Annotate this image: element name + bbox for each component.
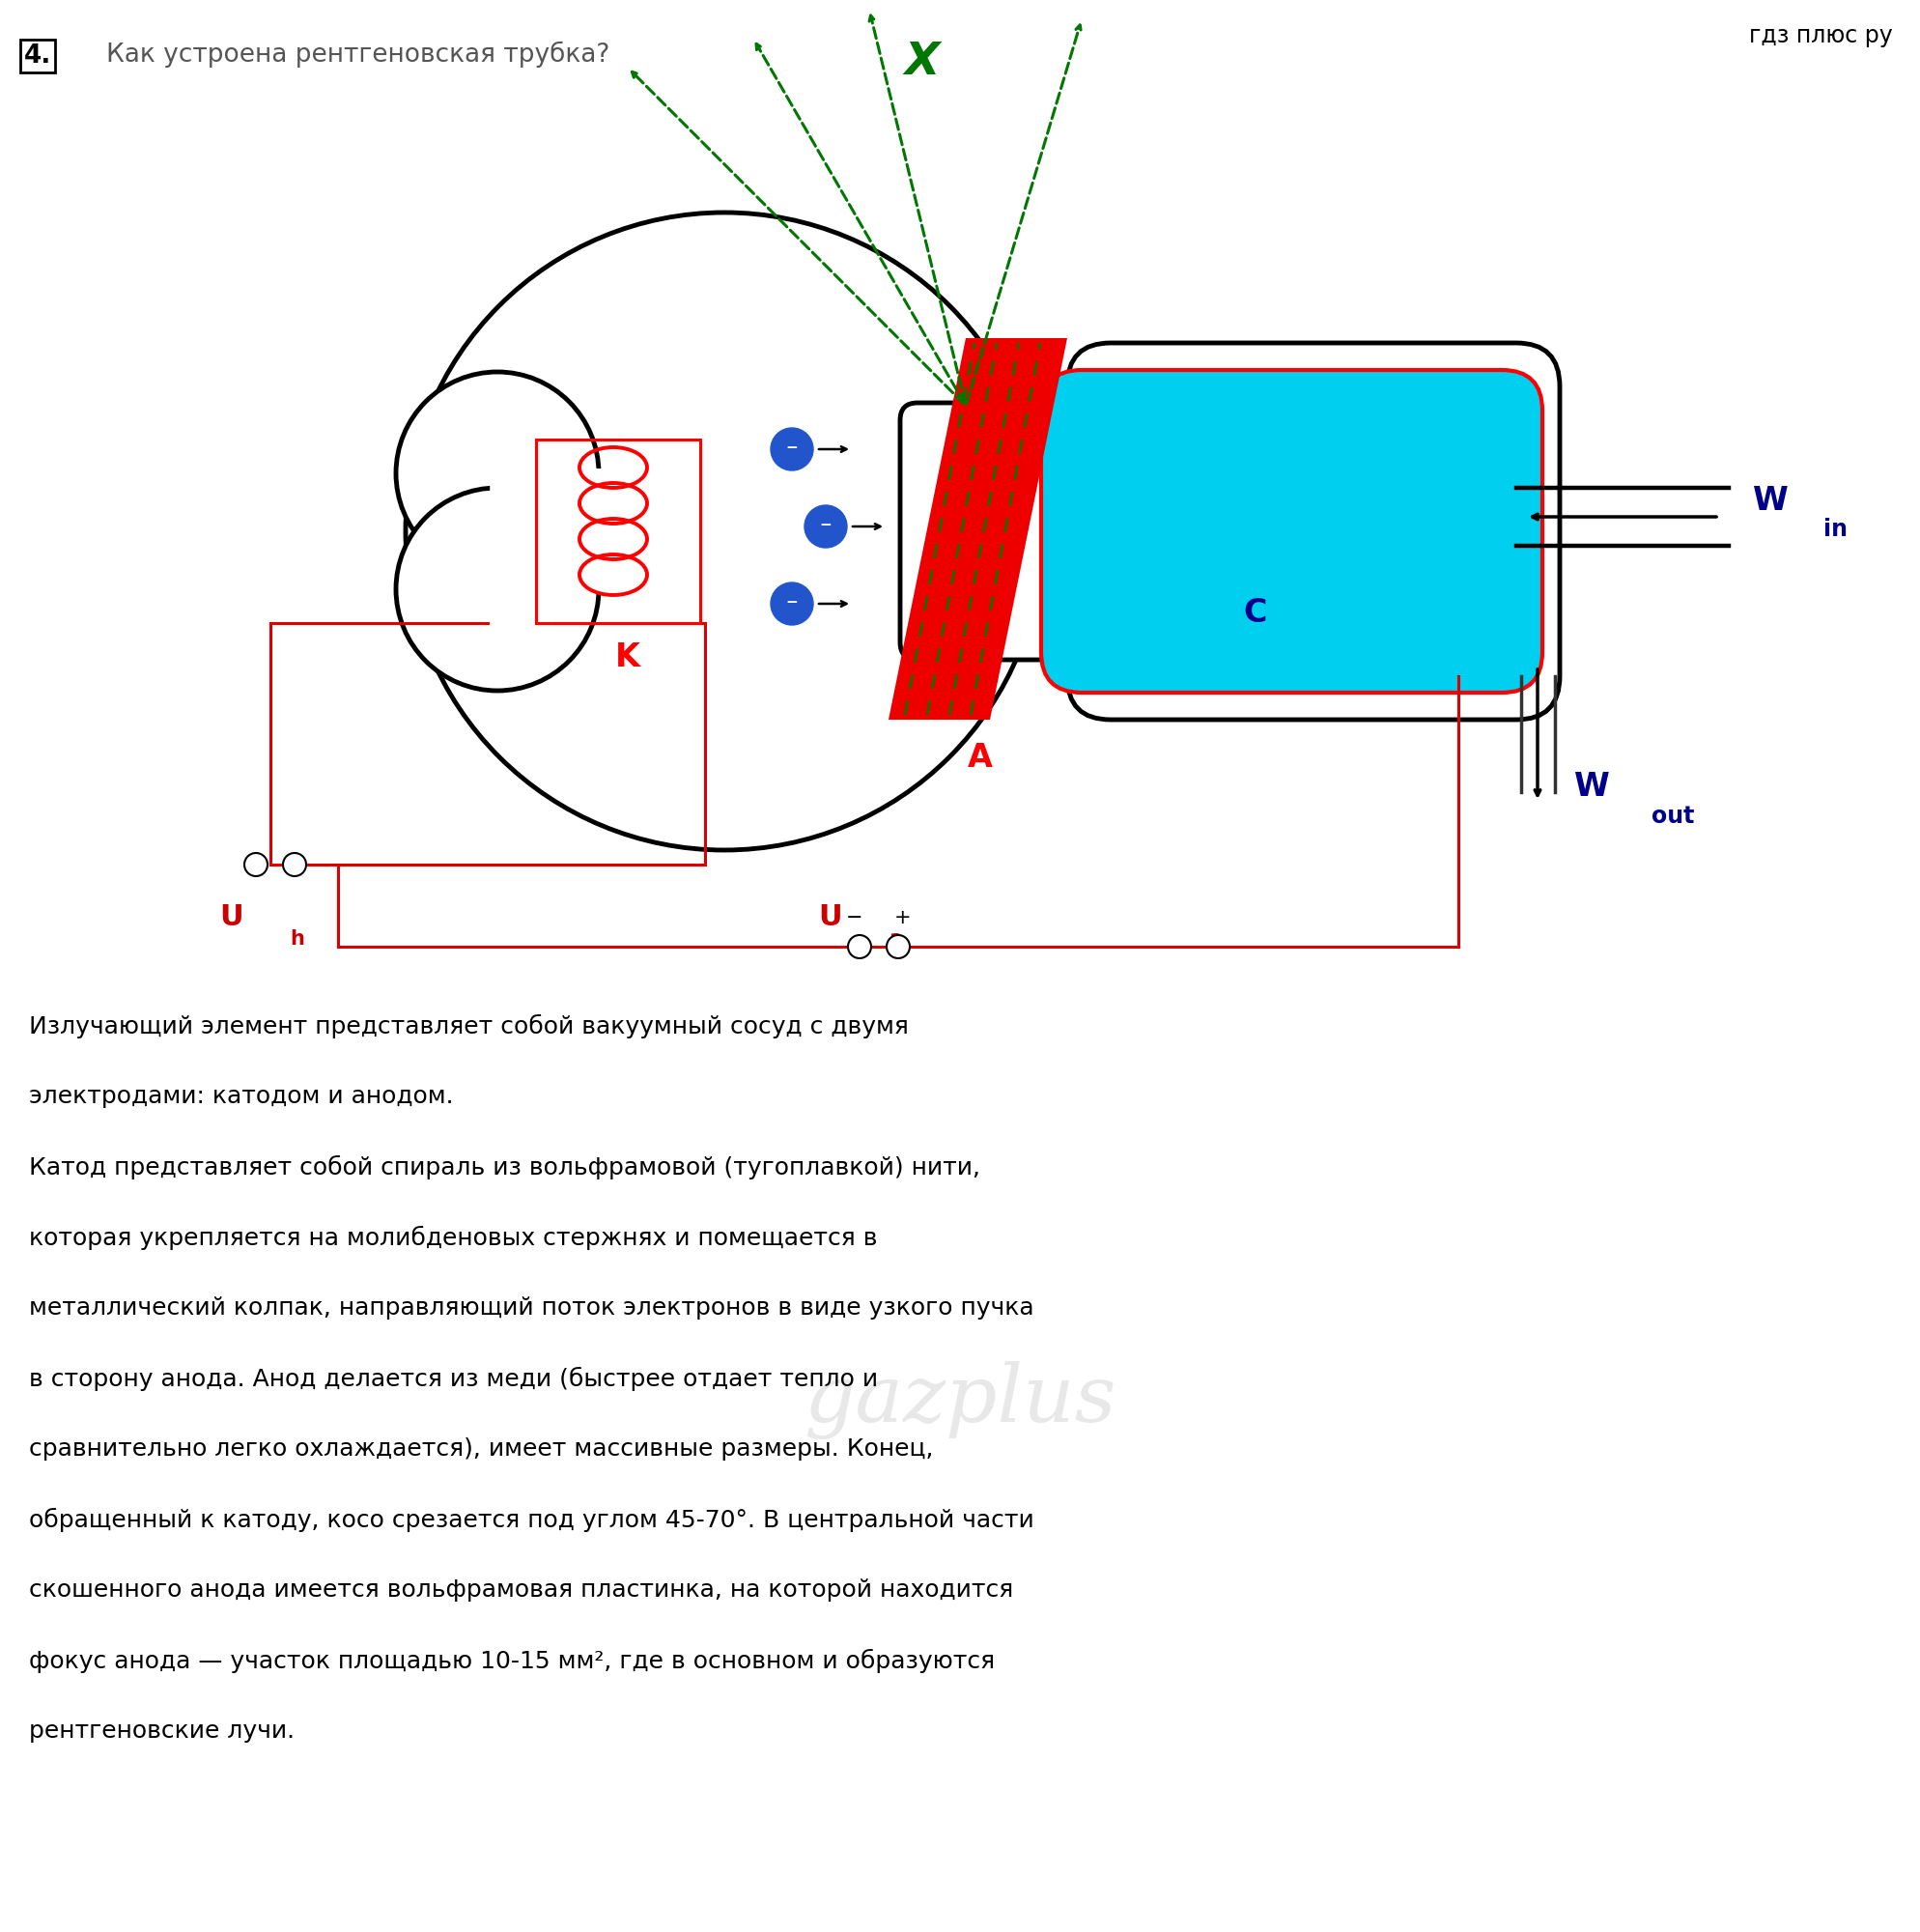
Circle shape bbox=[396, 371, 599, 576]
Text: A: A bbox=[968, 742, 993, 775]
Text: обращенный к катоду, косо срезается под углом 45-70°. В центральной части: обращенный к катоду, косо срезается под … bbox=[29, 1507, 1035, 1532]
Text: a: a bbox=[889, 929, 902, 949]
Text: −: − bbox=[847, 908, 864, 927]
Polygon shape bbox=[889, 338, 1068, 719]
Text: Как устроена рентгеновская трубка?: Как устроена рентгеновская трубка? bbox=[106, 41, 611, 68]
Text: Излучающий элемент представляет собой вакуумный сосуд с двумя: Излучающий элемент представляет собой ва… bbox=[29, 1014, 908, 1039]
Circle shape bbox=[282, 854, 305, 877]
Text: которая укрепляется на молибденовых стержнях и помещается в: которая укрепляется на молибденовых стер… bbox=[29, 1227, 877, 1250]
Text: W: W bbox=[1753, 485, 1789, 516]
Text: h: h bbox=[290, 929, 303, 949]
Circle shape bbox=[770, 429, 814, 469]
FancyBboxPatch shape bbox=[1068, 344, 1559, 719]
Text: −: − bbox=[820, 518, 831, 533]
Text: in: in bbox=[1824, 518, 1847, 541]
Text: +: + bbox=[895, 908, 912, 927]
Text: U: U bbox=[221, 904, 244, 931]
Circle shape bbox=[396, 487, 599, 692]
Text: сравнительно легко охлаждается), имеет массивные размеры. Конец,: сравнительно легко охлаждается), имеет м… bbox=[29, 1437, 933, 1461]
Text: 4.: 4. bbox=[25, 43, 52, 68]
Text: металлический колпак, направляющий поток электронов в виде узкого пучка: металлический колпак, направляющий поток… bbox=[29, 1296, 1035, 1320]
Text: gazplus: gazplus bbox=[804, 1362, 1116, 1439]
Text: C: C bbox=[1244, 597, 1267, 630]
FancyBboxPatch shape bbox=[1014, 415, 1179, 647]
Text: рентгеновские лучи.: рентгеновские лучи. bbox=[29, 1719, 294, 1743]
Text: out: out bbox=[1651, 804, 1693, 827]
Text: −: − bbox=[785, 595, 799, 611]
Text: скошенного анода имеется вольфрамовая пластинка, на которой находится: скошенного анода имеется вольфрамовая пл… bbox=[29, 1578, 1014, 1602]
Text: электродами: катодом и анодом.: электродами: катодом и анодом. bbox=[29, 1086, 453, 1109]
Circle shape bbox=[244, 854, 267, 877]
FancyBboxPatch shape bbox=[1041, 369, 1542, 694]
Circle shape bbox=[849, 935, 872, 958]
Circle shape bbox=[804, 504, 847, 549]
Circle shape bbox=[405, 213, 1043, 850]
Text: Катод представляет собой спираль из вольфрамовой (тугоплавкой) нити,: Катод представляет собой спираль из воль… bbox=[29, 1155, 981, 1180]
FancyBboxPatch shape bbox=[493, 468, 733, 595]
Text: −: − bbox=[785, 440, 799, 456]
Text: фокус анода — участок площадью 10-15 мм², где в основном и образуются: фокус анода — участок площадью 10-15 мм²… bbox=[29, 1650, 995, 1673]
Circle shape bbox=[887, 935, 910, 958]
Text: U: U bbox=[818, 904, 843, 931]
Circle shape bbox=[770, 583, 814, 626]
Text: K: K bbox=[614, 641, 639, 672]
Text: W: W bbox=[1574, 771, 1609, 804]
Text: в сторону анода. Анод делается из меди (быстрее отдает тепло и: в сторону анода. Анод делается из меди (… bbox=[29, 1368, 877, 1391]
Text: гдз плюс ру: гдз плюс ру bbox=[1749, 23, 1893, 46]
FancyBboxPatch shape bbox=[900, 404, 1177, 661]
Text: X: X bbox=[904, 41, 941, 85]
